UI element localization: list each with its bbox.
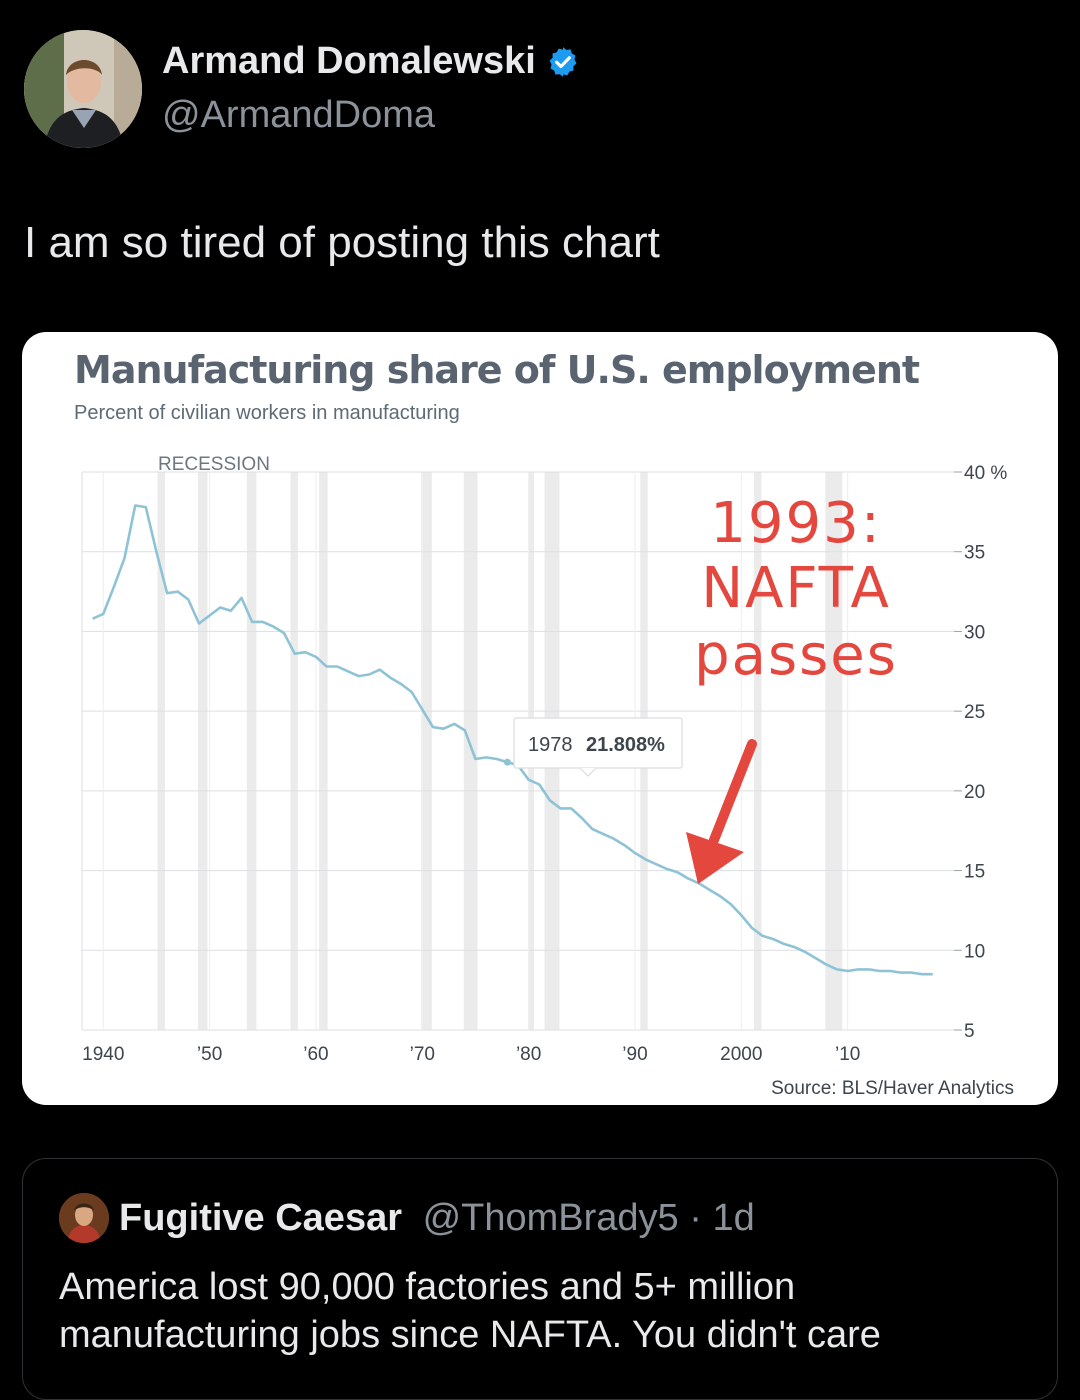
y-tick-label: 10 [964,941,985,962]
recession-band [421,472,432,1030]
x-tick-label: ’80 [516,1044,541,1065]
quoted-separator: · [678,1197,713,1239]
annotation-line-2: NAFTA [701,556,891,621]
person-avatar-icon [24,30,142,148]
x-tick-label: 2000 [720,1044,762,1065]
quoted-author-handle[interactable]: @ThomBrady5 [422,1197,679,1239]
red-arrow-head-icon [686,832,744,884]
recession-band [290,472,298,1030]
quoted-time[interactable]: 1d [712,1197,755,1239]
recession-band [825,472,843,1030]
quoted-tweet[interactable]: Fugitive Caesar @ThomBrady5 · 1d America… [22,1158,1058,1400]
recession-band [463,472,478,1030]
recession-band [197,472,208,1030]
y-tick-label: 30 [964,622,985,643]
chart-subtitle: Percent of civilian workers in manufactu… [74,402,460,424]
x-tick-label: ’70 [410,1044,435,1065]
x-tick-label: 1940 [82,1044,124,1065]
tooltip-point [503,758,511,766]
quoted-author-name[interactable]: Fugitive Caesar [119,1197,402,1239]
y-tick-label: 35 [964,543,985,564]
quoted-author-avatar[interactable] [59,1193,109,1243]
annotation-line-1: 1993: [710,491,881,556]
recession-label: RECESSION [158,454,270,475]
y-tick-label: 25 [964,702,985,723]
series-line [92,504,933,976]
x-tick-label: ’90 [622,1044,647,1065]
author-handle[interactable]: @ArmandDoma [162,94,435,136]
recession-band [157,472,165,1030]
portrait-avatar-icon [59,1193,109,1243]
tooltip-value: 21.808% [586,734,665,756]
tooltip-year: 1978 [528,734,573,756]
x-tick-label: ’10 [835,1044,860,1065]
y-tick-label: 5 [964,1021,975,1042]
x-tick-label: ’60 [303,1044,328,1065]
line-chart: RECESSION 40 % 35 30 25 20 15 10 5 1940 ’50 ’60 ’70 ’… [81,454,1014,1099]
tweet-text: I am so tired of posting this chart [24,218,660,267]
recession-band [246,472,257,1030]
x-tick-label: ’50 [197,1044,222,1065]
verified-badge-icon [549,46,577,77]
chart-title: Manufacturing share of U.S. employment [74,348,920,392]
y-tick-label: 20 [964,782,985,803]
chart-source: Source: BLS/Haver Analytics [771,1078,1014,1099]
tooltip-box [513,717,683,769]
tweet-media-chart[interactable]: Manufacturing share of U.S. employment P… [22,332,1058,1105]
y-tick-label: 15 [964,862,985,883]
annotation-line-3: passes [694,623,898,688]
author-avatar[interactable] [24,30,142,148]
red-arrow-icon [709,739,757,845]
quoted-text: America lost 90,000 factories and 5+ mil… [59,1266,881,1356]
recession-band [754,472,762,1030]
author-name[interactable]: Armand Domalewski [162,40,580,83]
recession-band [319,472,328,1030]
y-tick-label: 40 % [964,463,1007,484]
author-name-text[interactable]: Armand Domalewski [162,40,536,82]
quoted-header: Fugitive Caesar @ThomBrady5 · 1d [119,1197,755,1240]
tooltip-pointer [579,767,597,777]
